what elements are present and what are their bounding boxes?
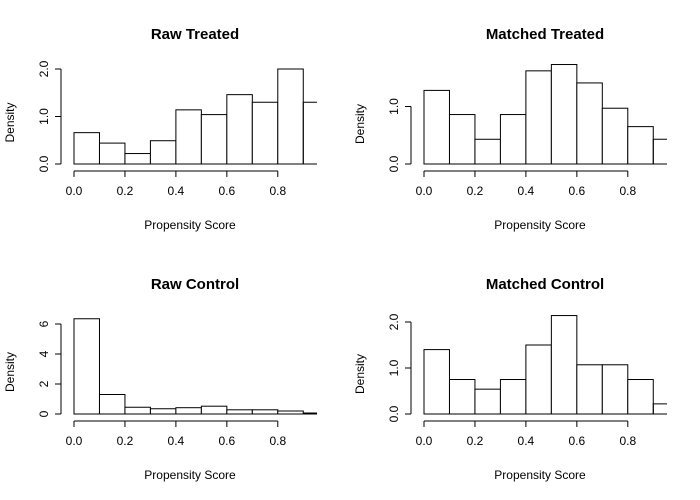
raw-treated-x-tick-label-2: 0.4 [168,184,185,198]
raw-treated-x-tick-label-4: 0.8 [269,184,286,198]
matched-control-x-tick-label-0: 0.0 [416,434,433,448]
matched-treated-title: Matched Treated [486,26,604,43]
matched-treated-x-tick-label-4: 0.8 [619,184,636,198]
raw-control-title: Raw Control [151,276,239,293]
matched-treated-bar-1 [448,114,476,165]
matched-treated-y-tick-label-1: 1.0 [387,98,401,115]
matched-treated-bar-7 [601,107,629,165]
matched-control-x-tick-label-4: 0.8 [619,434,636,448]
matched-treated-bar-4 [525,70,552,165]
matched-treated-y-tick-label-0: 0.0 [387,155,401,172]
raw-control-y-tick-label-2: 4 [37,350,51,357]
raw-control-y-axis-label: Density [3,352,17,392]
raw-control-bar-4 [175,407,202,415]
raw-control-bar-6 [226,409,253,415]
matched-control-y-tick-label-1: 1.0 [387,359,401,376]
matched-control-x-axis-label: Propensity Score [494,468,586,482]
matched-control-x-tick-label-2: 0.4 [518,434,535,448]
raw-control-x-tick-label-2: 0.4 [168,434,185,448]
raw-treated-x-tick-label-0: 0.0 [66,184,83,198]
matched-control-bar-2 [474,388,501,415]
matched-control-x-tick-label-3: 0.6 [568,434,585,448]
raw-treated-title: Raw Treated [151,26,239,43]
raw-control-bar-7 [251,409,279,415]
raw-control-bar-5 [200,405,228,415]
raw-treated-bar-3 [149,140,177,165]
raw-treated-bar-2 [124,153,151,165]
matched-control-bar-1 [448,379,476,415]
matched-control-bar-6 [576,364,603,415]
matched-treated-bar-8 [627,126,654,165]
raw-control-bar-3 [149,408,177,415]
matched-treated-bar-3 [499,114,527,165]
raw-treated-panel: Raw Treated 0.0 0.2 0.4 0.6 0.8 0.0 1.0 2.0 Prope… [3,26,317,232]
raw-treated-x-tick-label-3: 0.6 [218,184,235,198]
matched-control-y-axis-label: Density [353,354,367,394]
raw-control-x-axis-label: Propensity Score [144,468,236,482]
matched-treated-panel: Matched Treated 0.0 0.2 0.4 0.6 0.8 0.0 1.0 Prop… [353,26,667,232]
matched-treated-x-tick-label-3: 0.6 [568,184,585,198]
matched-treated-x-tick-label-2: 0.4 [518,184,535,198]
matched-treated-x-axis-label: Propensity Score [494,218,586,232]
matched-control-x-tick-label-1: 0.2 [467,434,484,448]
raw-control-y-tick-label-3: 6 [37,320,51,327]
matched-treated-y-axis-label: Density [353,104,367,144]
matched-control-bar-5 [550,315,578,415]
matched-control-bar-4 [525,344,552,415]
matched-control-y-tick-label-0: 0.0 [387,405,401,422]
matched-treated-bar-5 [550,64,578,165]
raw-control-bar-2 [124,406,151,415]
matched-control-y-tick-label-2: 2.0 [387,313,401,330]
raw-control-x-tick-label-0: 0.0 [66,434,83,448]
raw-control-x-tick-label-3: 0.6 [218,434,235,448]
raw-treated-bar-8 [277,68,304,165]
raw-treated-y-tick-label-0: 0.0 [37,155,51,172]
raw-treated-bar-0 [73,132,100,165]
matched-treated-bar-2 [474,138,501,165]
matched-control-bar-9 [652,403,667,414]
raw-treated-x-axis-label: Propensity Score [144,218,236,232]
matched-treated-bar-0 [423,89,450,165]
raw-treated-x-tick-label-1: 0.2 [117,184,134,198]
matched-treated-x-tick-label-0: 0.0 [416,184,433,198]
raw-treated-y-tick-label-1: 1.0 [37,108,51,125]
raw-control-bar-0 [73,318,100,415]
raw-control-y-tick-label-0: 0 [37,410,51,417]
matched-control-title: Matched Control [486,276,604,293]
matched-control-bar-3 [499,379,527,415]
matched-treated-bar-6 [576,82,603,165]
raw-treated-bar-1 [98,142,126,165]
raw-treated-bar-9 [302,101,317,164]
raw-control-y-tick-label-1: 2 [37,380,51,387]
matched-control-panel: Matched Control 0.0 0.2 0.4 0.6 0.8 0.0 1.0 2.0 P… [353,276,667,482]
raw-treated-y-tick-label-2: 2.0 [37,60,51,77]
matched-control-bar-8 [627,379,654,415]
raw-treated-bar-7 [251,101,279,165]
matched-treated-bar-9 [652,138,667,164]
raw-treated-y-axis-label: Density [3,102,17,142]
matched-treated-x-tick-label-1: 0.2 [467,184,484,198]
raw-treated-bar-5 [200,114,228,165]
raw-control-x-tick-label-1: 0.2 [117,434,134,448]
raw-control-panel: Raw Control 0.0 0.2 0.4 0.6 0.8 0 2 4 6 Propensity… [3,276,317,482]
matched-control-bar-0 [423,349,450,415]
raw-treated-bar-4 [175,109,202,165]
raw-control-bar-1 [98,394,126,415]
raw-control-x-tick-label-4: 0.8 [269,434,286,448]
matched-control-bar-7 [601,364,629,415]
raw-treated-bar-6 [226,94,253,165]
